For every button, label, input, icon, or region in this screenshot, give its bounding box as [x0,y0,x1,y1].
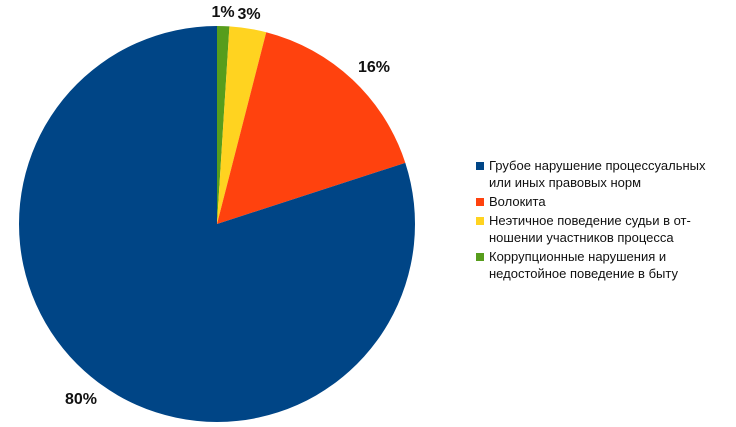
legend-label-violation: Грубое нарушение процессуальных или иных… [489,157,706,191]
legend-label-corruption: Коррупционные нарушения и недостойное по… [489,248,678,282]
slice-label-3: 3% [237,6,260,23]
slice-delay [217,32,406,224]
slice-label-1: 1% [211,4,234,21]
legend-label-line: ношении участников процесса [489,230,674,245]
slice-violation [19,26,416,423]
slice-unethical [217,26,267,225]
legend-label-line: Коррупционные нарушения и [489,249,667,264]
legend-item-delay: Волокита [476,193,726,210]
legend-label-line: Неэтичное поведение судьи в от- [489,213,691,228]
legend-label-unethical: Неэтичное поведение судьи в от- ношении … [489,212,691,246]
legend-swatch-violation [476,162,484,170]
legend-label-delay: Волокита [489,193,546,210]
legend-item-unethical: Неэтичное поведение судьи в от- ношении … [476,212,726,246]
legend-swatch-unethical [476,217,484,225]
legend-label-line: недостойное поведение в быту [489,266,678,281]
legend-label-line: Грубое нарушение процессуальных [489,158,706,173]
legend-swatch-corruption [476,253,484,261]
legend: Грубое нарушение процессуальных или иных… [476,157,726,284]
pie-slices [19,26,416,423]
slice-corruption [217,26,230,224]
legend-item-violation: Грубое нарушение процессуальных или иных… [476,157,726,191]
slice-value-labels: 1% 3% 16% 80% [65,4,390,408]
legend-item-corruption: Коррупционные нарушения и недостойное по… [476,248,726,282]
legend-label-line: Волокита [489,194,546,209]
legend-swatch-delay [476,198,484,206]
slice-label-16: 16% [358,59,390,76]
slice-label-80: 80% [65,391,97,408]
legend-label-line: или иных правовых норм [489,175,642,190]
